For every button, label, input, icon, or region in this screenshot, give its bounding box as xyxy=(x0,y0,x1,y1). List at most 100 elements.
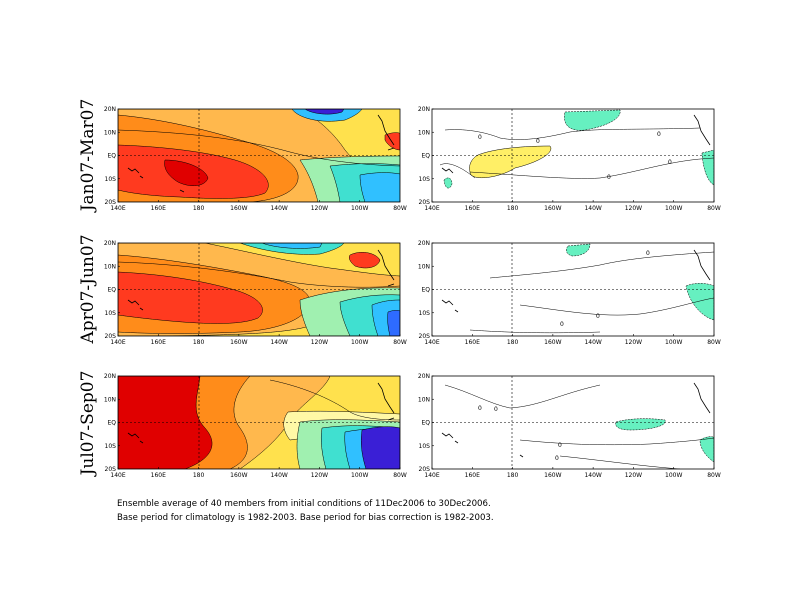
field-band-red xyxy=(118,271,263,324)
x-tick-label: 140E xyxy=(424,205,439,212)
field-band-north-cool xyxy=(291,109,363,122)
contour-label: 0 xyxy=(668,159,672,166)
contour-line xyxy=(469,157,714,179)
contour-line xyxy=(559,455,681,469)
x-tick-label: 120W xyxy=(625,339,642,346)
y-tick-label: 10S xyxy=(105,443,117,450)
y-tick-label: 10N xyxy=(104,396,116,403)
panel-row1-left: 140E 160E 180 160W 140W 120W 100W 80W 20N 10N EQ 10… xyxy=(104,106,407,212)
contour-label: 0 xyxy=(555,455,559,462)
x-tick-label: 100W xyxy=(351,205,368,212)
x-tick-label: 100W xyxy=(665,339,682,346)
contour-label: 0 xyxy=(478,405,482,412)
coast xyxy=(441,249,711,313)
y-tick-label: 20N xyxy=(418,240,430,247)
field-band-cool-blue xyxy=(387,310,400,336)
field-band-north-blue xyxy=(304,109,345,115)
y-tick-label: 20S xyxy=(105,333,117,340)
contour-label: 0 xyxy=(646,250,650,257)
contour-line xyxy=(439,163,476,179)
y-tick-label: 10S xyxy=(105,176,117,183)
coast xyxy=(441,382,711,458)
x-tick-label: 140W xyxy=(584,339,601,346)
contour-line xyxy=(489,251,714,279)
y-tick-label: 20S xyxy=(419,466,431,473)
x-tick-label: 80W xyxy=(393,339,407,346)
x-tick-label: 80W xyxy=(393,472,407,479)
x-tick-label: 140E xyxy=(110,339,125,346)
y-tick-label: 20N xyxy=(104,240,116,247)
contour-label: 0 xyxy=(478,134,482,141)
panel-row2-left: 140E 160E 180 160W 140W 120W 100W 80W 20N 10N EQ 10… xyxy=(104,240,407,346)
y-tick-label: 20S xyxy=(419,333,431,340)
y-tick-label: 10S xyxy=(419,443,431,450)
row-label-1: Jan07-Mar07 xyxy=(78,99,98,214)
x-tick-label: 160W xyxy=(230,339,247,346)
field-band-ne-red xyxy=(348,252,381,269)
anomaly-negative xyxy=(443,177,453,189)
y-tick-label: 10N xyxy=(418,263,430,270)
x-tick-label: 140W xyxy=(584,472,601,479)
x-tick-label: 80W xyxy=(393,205,407,212)
y-tick-label: 20S xyxy=(105,199,117,206)
y-tick-label: EQ xyxy=(107,287,116,294)
x-tick-label: 180 xyxy=(507,472,519,479)
y-tick-label: 20N xyxy=(418,106,430,113)
contour-label: 0 xyxy=(558,442,562,449)
row-label-3: Jul07-Sep07 xyxy=(78,371,98,478)
contour-label: 0 xyxy=(560,321,564,328)
x-tick-label: 160E xyxy=(465,205,480,212)
x-tick-label: 120W xyxy=(625,472,642,479)
contour-label: 0 xyxy=(596,313,600,320)
x-tick-label: 140W xyxy=(270,205,287,212)
anomaly-positive xyxy=(469,145,552,179)
panel-row3-left: 140E 160E 180 160W 140W 120W 100W 80W 20N 10N EQ 10… xyxy=(104,373,407,479)
x-tick-label: 120W xyxy=(311,205,328,212)
contour-line xyxy=(519,297,714,316)
coast xyxy=(127,382,395,444)
y-tick-label: 20S xyxy=(105,466,117,473)
contour-line xyxy=(469,329,601,334)
x-tick-label: 160W xyxy=(544,339,561,346)
y-tick-label: 10N xyxy=(418,129,430,136)
field-band-darkred xyxy=(164,159,209,186)
coast xyxy=(127,114,395,193)
field-band-cool-cyan xyxy=(359,172,400,202)
x-tick-label: 100W xyxy=(665,472,682,479)
x-tick-label: 140W xyxy=(270,339,287,346)
x-tick-label: 140E xyxy=(424,472,439,479)
x-tick-label: 100W xyxy=(351,472,368,479)
y-tick-label: 10N xyxy=(104,263,116,270)
x-tick-label: 180 xyxy=(507,205,519,212)
x-tick-label: 180 xyxy=(193,205,205,212)
x-tick-label: 100W xyxy=(351,339,368,346)
x-tick-label: 140W xyxy=(270,472,287,479)
x-tick-label: 160W xyxy=(544,472,561,479)
contour-label: 0 xyxy=(607,174,611,181)
footnote-line-2: Base period for climatology is 1982-2003… xyxy=(117,513,494,523)
x-tick-label: 140E xyxy=(110,472,125,479)
x-tick-label: 120W xyxy=(311,472,328,479)
x-tick-label: 80W xyxy=(707,472,721,479)
contour-line xyxy=(118,129,400,167)
y-tick-label: 20N xyxy=(418,373,430,380)
x-tick-label: 180 xyxy=(193,472,205,479)
x-tick-label: 100W xyxy=(665,205,682,212)
contour-line xyxy=(269,379,400,421)
y-tick-label: EQ xyxy=(421,153,430,160)
anomaly-negative xyxy=(566,243,591,257)
y-tick-label: EQ xyxy=(107,420,116,427)
contour-line xyxy=(118,261,400,288)
x-tick-label: 160W xyxy=(230,205,247,212)
x-tick-label: 160E xyxy=(151,472,166,479)
y-tick-label: 10S xyxy=(105,310,117,317)
anomaly-negative xyxy=(699,436,714,463)
row-label-2: Apr07-Jun07 xyxy=(78,234,98,344)
x-tick-label: 180 xyxy=(507,339,519,346)
y-tick-label: 10S xyxy=(419,310,431,317)
y-tick-label: EQ xyxy=(421,287,430,294)
contour-label: 0 xyxy=(536,138,540,145)
y-tick-label: 20N xyxy=(104,373,116,380)
x-tick-label: 160E xyxy=(151,339,166,346)
